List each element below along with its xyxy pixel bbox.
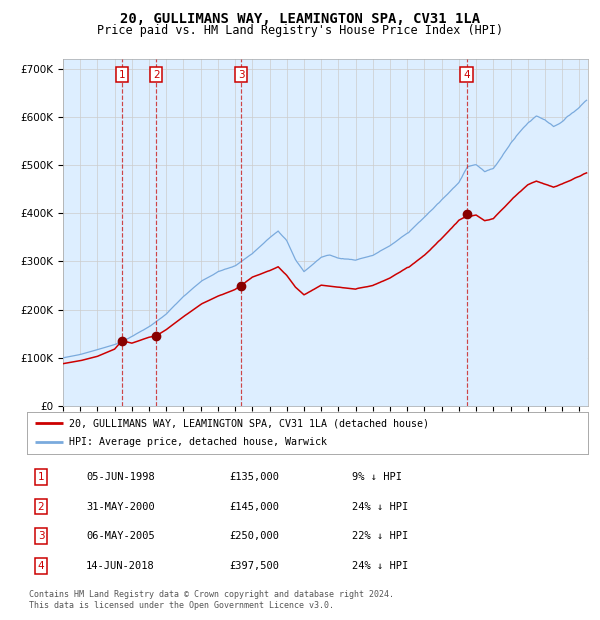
Text: 14-JUN-2018: 14-JUN-2018 — [86, 561, 155, 571]
Text: 22% ↓ HPI: 22% ↓ HPI — [352, 531, 409, 541]
Text: 1: 1 — [119, 69, 125, 79]
Text: £145,000: £145,000 — [229, 502, 279, 512]
Text: 06-MAY-2005: 06-MAY-2005 — [86, 531, 155, 541]
Text: £135,000: £135,000 — [229, 472, 279, 482]
Text: 31-MAY-2000: 31-MAY-2000 — [86, 502, 155, 512]
Text: 1: 1 — [38, 472, 44, 482]
Text: 24% ↓ HPI: 24% ↓ HPI — [352, 561, 409, 571]
Text: 24% ↓ HPI: 24% ↓ HPI — [352, 502, 409, 512]
Text: 2: 2 — [153, 69, 160, 79]
Text: 05-JUN-1998: 05-JUN-1998 — [86, 472, 155, 482]
Text: 4: 4 — [463, 69, 470, 79]
Text: 3: 3 — [38, 531, 44, 541]
Text: 9% ↓ HPI: 9% ↓ HPI — [352, 472, 403, 482]
Text: 2: 2 — [38, 502, 44, 512]
Text: 4: 4 — [38, 561, 44, 571]
Text: 3: 3 — [238, 69, 244, 79]
Text: Contains HM Land Registry data © Crown copyright and database right 2024.
This d: Contains HM Land Registry data © Crown c… — [29, 590, 394, 609]
Text: 20, GULLIMANS WAY, LEAMINGTON SPA, CV31 1LA (detached house): 20, GULLIMANS WAY, LEAMINGTON SPA, CV31 … — [69, 418, 429, 428]
Text: £250,000: £250,000 — [229, 531, 279, 541]
Text: Price paid vs. HM Land Registry's House Price Index (HPI): Price paid vs. HM Land Registry's House … — [97, 24, 503, 37]
Text: 20, GULLIMANS WAY, LEAMINGTON SPA, CV31 1LA: 20, GULLIMANS WAY, LEAMINGTON SPA, CV31 … — [120, 12, 480, 27]
Text: HPI: Average price, detached house, Warwick: HPI: Average price, detached house, Warw… — [69, 438, 327, 448]
Text: £397,500: £397,500 — [229, 561, 279, 571]
